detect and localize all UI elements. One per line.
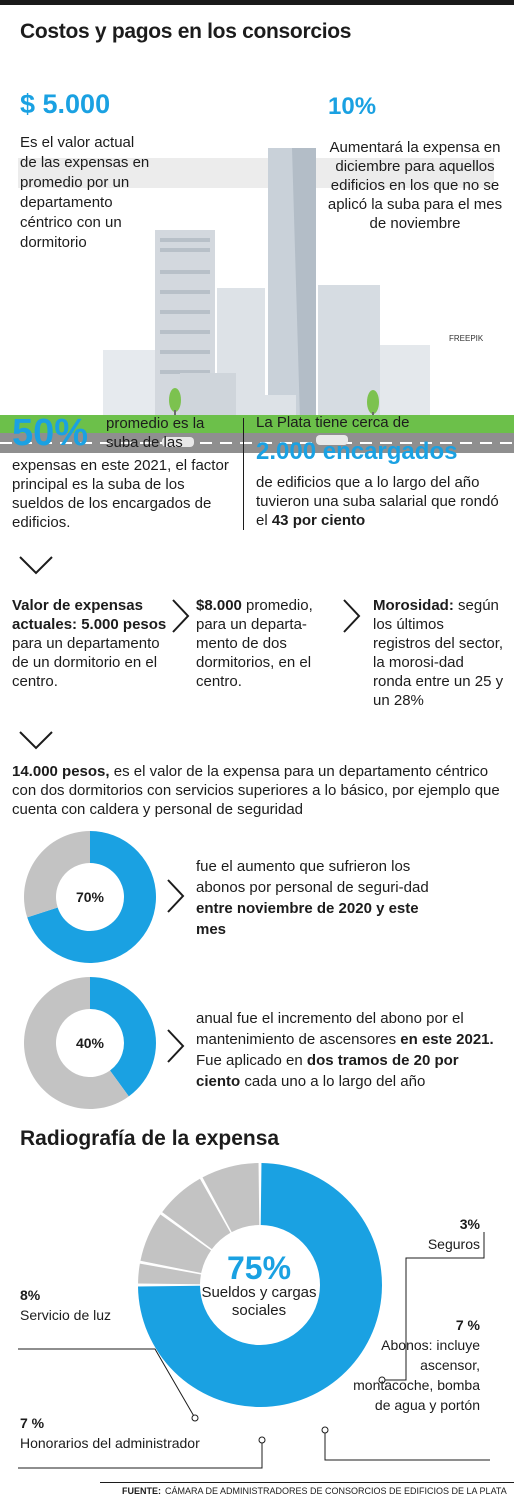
center-label: Sueldos y cargas sociales — [201, 1284, 317, 1319]
chevron-right-icon — [167, 1029, 185, 1063]
leader-luz-dot — [191, 1414, 199, 1422]
ring-40-slice-0 — [90, 977, 156, 1097]
leader-abonos-dot — [321, 1426, 329, 1434]
center-value: 75% — [226, 1250, 292, 1286]
column-dos-dormitorios: $8.000 promedio, para un departa-mento d… — [196, 597, 313, 690]
source-line: FUENTE: CÁMARA DE ADMINISTRADORES DE CONS… — [122, 1486, 507, 1496]
leader-seguros-dot — [378, 1376, 386, 1384]
ring-70-label: 70% — [76, 889, 105, 905]
laplata-value: 2.000 encargados — [256, 438, 458, 465]
radiografia-slice-4 — [202, 1163, 260, 1233]
leader-honorarios-dot — [258, 1436, 266, 1444]
ring-40-label: 40% — [76, 1035, 105, 1051]
stat-50-text: expensas en este 2021, el factor princip… — [12, 457, 229, 531]
hero-right-value: 10% — [328, 93, 377, 120]
laplata-lead: La Plata tiene cerca de — [256, 414, 410, 431]
city-illustration — [0, 148, 514, 453]
column-morosidad: Morosidad: según los últimos registros d… — [373, 597, 504, 709]
column-expensas-actuales: Valor de expensas actuales: 5.000 pesos … — [12, 597, 167, 690]
ring-40-text: anual fue el incremento del abono por el… — [196, 1010, 494, 1090]
hero-left-value: $ 5.000 — [20, 89, 111, 119]
label-honorarios: 7 % Honorarios del administrador — [20, 1415, 200, 1451]
ring-70-slice-1 — [23, 831, 90, 918]
label-luz: 8% Servicio de luz — [20, 1287, 112, 1323]
chevron-right-icon — [172, 599, 190, 633]
page-title: Costos y pagos en los consorcios — [20, 20, 352, 43]
label-seguros: 3% Seguros — [427, 1216, 480, 1252]
stat-50-value: 50% — [12, 412, 89, 454]
chevron-down-icon — [19, 556, 53, 575]
ring-40-slice-1 — [23, 977, 129, 1110]
leader-honorarios — [18, 1440, 263, 1469]
radiografia-slice-0 — [138, 1163, 382, 1407]
radiografia-title: Radiografía de la expensa — [20, 1127, 280, 1150]
laplata-text: de edificios que a lo largo del año tuvi… — [256, 474, 499, 529]
label-abonos: 7 % Abonos: incluye ascensor, montacoche,… — [353, 1317, 480, 1413]
chevron-down-icon — [19, 731, 53, 750]
paragraph-14000: 14.000 pesos, es el valor de la expensa … — [12, 763, 500, 818]
radiografia-slice-3 — [162, 1178, 231, 1250]
leader-luz — [18, 1348, 196, 1419]
leader-seguros — [382, 1232, 485, 1381]
hero-left-text: Es el valor actual de las expensas en pr… — [20, 134, 150, 251]
top-rule — [0, 0, 514, 5]
footer-rule — [100, 1482, 514, 1483]
radiografia-slice-1 — [138, 1263, 201, 1285]
stat-50-side-text: promedio es la suba de las — [106, 415, 205, 451]
chevron-right-icon — [167, 879, 185, 913]
image-credit: FREEPIK — [449, 334, 484, 343]
ring-70-text: fue el aumento que sufrieron los abonos … — [196, 858, 429, 938]
leader-abonos — [324, 1430, 490, 1461]
radiografia-slice-2 — [140, 1214, 212, 1274]
ring-70-slice-0 — [27, 831, 156, 964]
vertical-divider — [243, 418, 244, 530]
hero-right-text: Aumentará la expensa en diciembre para a… — [327, 139, 503, 232]
chevron-right-icon — [343, 599, 361, 633]
